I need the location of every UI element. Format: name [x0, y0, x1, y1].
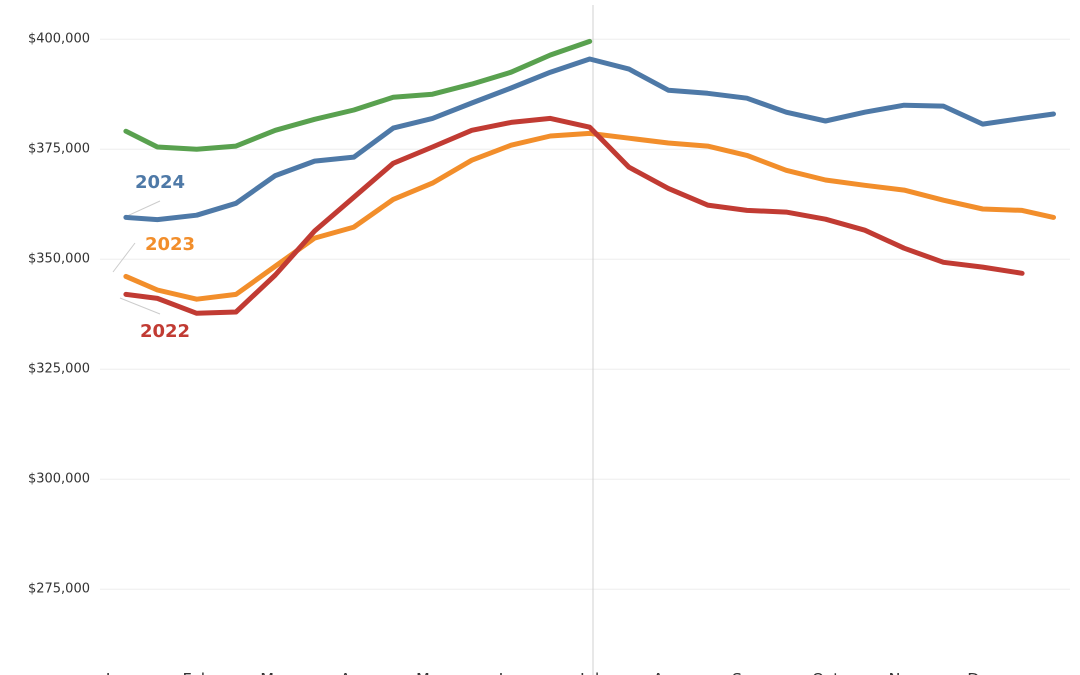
leader-line [112, 242, 136, 273]
y-tick-label: $375,000 [28, 142, 90, 157]
x-tick-label: Jan [105, 670, 131, 675]
leader-line [126, 200, 161, 217]
y-tick-label: $350,000 [28, 252, 90, 267]
series-line [123, 130, 1056, 302]
series-label: 2024 [135, 172, 185, 193]
y-tick-label: $300,000 [28, 472, 90, 487]
x-tick-label: May [416, 670, 449, 675]
x-tick-label: Nov [889, 670, 920, 675]
x-tick-label: Jul [579, 670, 599, 675]
y-tick-label: $325,000 [28, 362, 90, 377]
y-tick-label: $275,000 [28, 582, 90, 597]
series-line [123, 56, 1056, 223]
x-tick-label: Jun [498, 670, 524, 675]
leader-line [119, 297, 161, 315]
x-tick-label: Sep [732, 670, 762, 675]
x-tick-label: Dec [967, 670, 998, 675]
series-line [123, 38, 593, 152]
x-tick-label: Feb [183, 670, 211, 675]
x-tick-label: Oct [812, 670, 840, 675]
y-tick-label: $400,000 [28, 32, 90, 47]
x-tick-label: Apr [340, 670, 368, 675]
series-label: 2022 [140, 321, 190, 342]
series-label: 2023 [145, 234, 195, 255]
x-tick-label: Mar [260, 670, 291, 675]
series-line [123, 115, 1025, 316]
x-tick-label: Aug [653, 670, 684, 675]
